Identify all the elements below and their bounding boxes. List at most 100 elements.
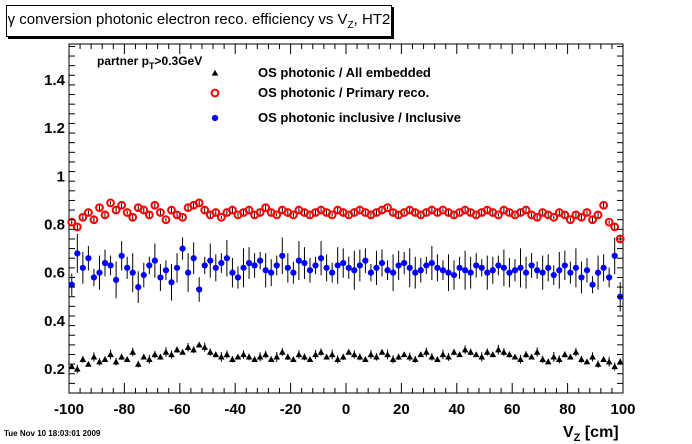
point-triangle <box>600 356 607 362</box>
point-filled-circle <box>312 262 319 269</box>
point-triangle <box>411 356 419 362</box>
point-open-circle <box>532 212 542 222</box>
x-tick-label: -80 <box>114 401 136 418</box>
point-open-circle <box>117 200 127 210</box>
point-filled-circle <box>140 271 147 279</box>
x-tick-label: -20 <box>280 401 302 418</box>
point-triangle <box>79 356 87 362</box>
legend-label: OS photonic inclusive / Inclusive <box>258 110 461 125</box>
point-triangle <box>112 358 120 365</box>
point-filled-circle <box>467 269 474 276</box>
point-triangle <box>323 353 330 360</box>
point-triangle <box>306 356 314 362</box>
point-filled-circle <box>611 252 618 259</box>
y-tick-label: 0.2 <box>44 361 65 378</box>
point-filled-circle <box>594 269 602 276</box>
point-triangle <box>267 356 275 362</box>
point-filled-circle <box>196 286 203 293</box>
point-filled-circle <box>389 269 397 276</box>
point-triangle <box>107 351 114 358</box>
point-filled-circle <box>356 262 363 269</box>
point-triangle <box>605 358 613 365</box>
point-triangle <box>450 348 458 355</box>
point-triangle <box>278 348 286 355</box>
x-tick-label: -60 <box>169 401 191 418</box>
point-filled-circle <box>85 255 92 262</box>
point-open-circle <box>194 198 204 208</box>
point-filled-circle <box>107 262 114 269</box>
point-filled-circle <box>578 274 585 281</box>
point-open-circle <box>216 212 226 222</box>
point-filled-circle <box>450 271 458 279</box>
point-triangle <box>190 346 197 353</box>
point-open-circle <box>288 210 298 220</box>
point-filled-circle <box>268 269 275 276</box>
point-filled-circle <box>345 264 352 271</box>
y-tick-label: 1.2 <box>44 120 65 137</box>
point-filled-circle <box>550 271 557 279</box>
x-tick-label: 100 <box>610 401 635 418</box>
point-filled-circle <box>445 269 452 276</box>
point-triangle <box>179 348 186 355</box>
point-open-circle <box>67 217 77 227</box>
point-filled-circle <box>489 267 496 274</box>
point-filled-circle <box>511 267 519 274</box>
point-filled-circle <box>273 262 280 269</box>
point-triangle <box>168 351 175 358</box>
point-triangle <box>489 351 497 358</box>
point-triangle <box>101 356 109 362</box>
point-triangle <box>234 353 242 360</box>
point-open-circle <box>577 212 586 222</box>
point-filled-circle <box>173 264 181 271</box>
point-triangle <box>583 358 591 365</box>
point-triangle <box>240 351 247 358</box>
point-triangle <box>395 353 402 360</box>
point-triangle <box>229 356 236 362</box>
point-open-circle <box>588 215 597 225</box>
point-triangle <box>68 363 76 370</box>
point-filled-circle <box>301 259 308 267</box>
point-triangle <box>85 360 92 367</box>
point-triangle <box>317 348 325 355</box>
point-triangle <box>539 356 546 362</box>
point-open-circle <box>255 208 265 217</box>
point-filled-circle <box>257 257 264 264</box>
point-open-circle <box>72 222 82 232</box>
point-filled-circle <box>279 252 286 259</box>
point-filled-circle <box>190 255 197 262</box>
y-tick-label: 0.4 <box>44 313 66 330</box>
point-triangle <box>517 356 524 362</box>
point-filled-circle <box>456 264 463 271</box>
point-triangle <box>616 358 624 365</box>
point-open-circle <box>89 215 99 225</box>
point-open-circle <box>549 212 559 222</box>
y-tick-label: 1.4 <box>44 72 66 89</box>
point-filled-circle <box>234 274 242 281</box>
point-triangle <box>378 348 386 355</box>
point-filled-circle <box>240 264 247 271</box>
point-open-circle <box>610 222 620 232</box>
point-filled-circle <box>340 259 347 267</box>
point-open-circle <box>178 212 187 222</box>
point-triangle <box>301 353 308 360</box>
point-filled-circle <box>229 269 236 276</box>
point-triangle <box>483 348 491 355</box>
point-open-circle <box>521 205 531 215</box>
data-markers <box>67 198 625 372</box>
point-filled-circle <box>112 276 120 283</box>
point-open-circle <box>604 217 614 227</box>
point-triangle <box>129 348 137 355</box>
point-triangle <box>146 356 153 362</box>
legend: OS photonic / All embedded OS photonic / … <box>210 65 461 125</box>
point-triangle <box>256 353 264 360</box>
timestamp: Tue Nov 10 18:03:01 2009 <box>4 429 101 438</box>
point-triangle <box>90 353 98 360</box>
point-triangle <box>522 351 530 358</box>
point-triangle <box>184 343 192 350</box>
point-triangle <box>367 351 375 358</box>
point-triangle <box>406 353 414 360</box>
point-filled-circle <box>606 274 613 281</box>
point-open-circle <box>144 210 154 220</box>
point-filled-circle <box>179 245 186 252</box>
x-tick-label: 60 <box>504 401 521 418</box>
